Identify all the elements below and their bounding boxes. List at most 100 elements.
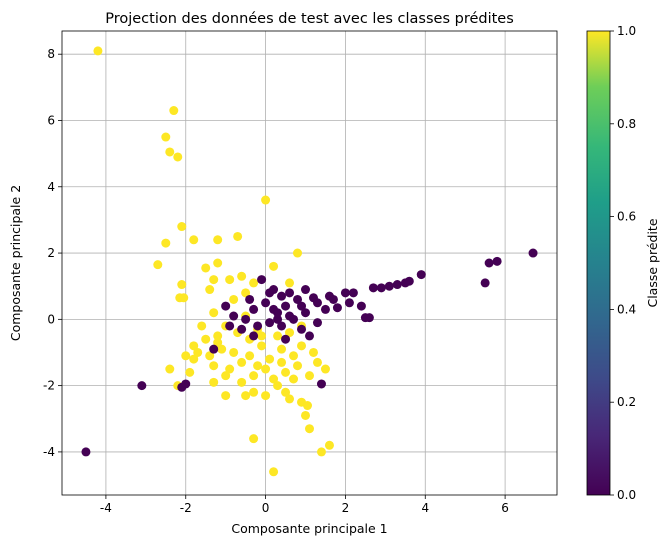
- data-point-class-1: [281, 387, 291, 397]
- data-point-class-1: [209, 361, 219, 371]
- data-point-class-1: [289, 351, 299, 361]
- data-point-class-1: [273, 381, 283, 391]
- data-point-class-0: [297, 301, 307, 311]
- data-point-class-0: [181, 379, 191, 389]
- data-point-class-0: [480, 278, 490, 288]
- data-point-class-1: [213, 331, 223, 341]
- y-tick-label: 8: [47, 47, 55, 61]
- data-point-class-1: [165, 147, 175, 157]
- data-point-class-1: [285, 278, 295, 288]
- data-point-class-1: [237, 357, 247, 367]
- data-point-class-1: [265, 354, 275, 364]
- data-point-class-1: [245, 351, 255, 361]
- colorbar-tick-label: 1.0: [617, 24, 636, 38]
- data-point-class-0: [237, 324, 247, 334]
- data-point-class-1: [308, 347, 318, 357]
- data-point-class-0: [257, 275, 267, 285]
- data-point-class-1: [161, 238, 171, 248]
- data-point-class-1: [93, 46, 103, 56]
- y-tick-label: -4: [43, 445, 55, 459]
- data-point-class-1: [225, 364, 235, 374]
- data-point-class-1: [161, 132, 171, 142]
- data-point-class-0: [332, 303, 342, 313]
- data-point-class-1: [289, 374, 299, 384]
- data-point-class-1: [297, 341, 307, 351]
- data-point-class-0: [261, 298, 271, 308]
- data-point-class-0: [285, 288, 295, 298]
- data-point-class-1: [229, 294, 239, 304]
- x-tick-label: -2: [180, 501, 192, 515]
- x-tick-label: 2: [342, 501, 350, 515]
- data-point-class-0: [265, 318, 275, 328]
- data-point-class-0: [225, 321, 235, 331]
- chart-title: Projection des données de test avec les …: [105, 11, 514, 27]
- data-point-class-1: [153, 260, 163, 270]
- data-point-class-0: [492, 256, 502, 266]
- data-point-class-1: [213, 235, 223, 245]
- data-point-class-1: [241, 288, 251, 298]
- data-point-class-1: [225, 275, 235, 285]
- data-point-class-1: [261, 195, 271, 205]
- data-point-class-0: [528, 248, 538, 258]
- data-point-class-1: [324, 440, 334, 450]
- data-point-class-1: [165, 364, 175, 374]
- data-point-class-0: [344, 298, 354, 308]
- data-point-class-0: [316, 379, 326, 389]
- data-point-class-1: [193, 347, 203, 357]
- plot-frame: [61, 30, 558, 496]
- data-point-class-1: [189, 235, 199, 245]
- data-point-class-0: [221, 301, 231, 311]
- data-point-class-0: [312, 298, 322, 308]
- data-point-class-1: [273, 331, 283, 341]
- y-tick-label: 0: [47, 312, 55, 326]
- data-point-class-1: [249, 434, 259, 444]
- data-point-class-1: [293, 361, 303, 371]
- data-point-class-1: [261, 391, 271, 401]
- data-point-class-0: [249, 331, 259, 341]
- data-point-class-0: [293, 294, 303, 304]
- data-point-class-1: [312, 357, 322, 367]
- data-point-class-1: [269, 261, 279, 271]
- data-point-class-0: [277, 321, 287, 331]
- data-point-class-0: [484, 258, 494, 268]
- data-point-class-1: [201, 334, 211, 344]
- data-point-class-1: [209, 377, 219, 387]
- data-point-class-0: [209, 344, 219, 354]
- data-point-class-1: [305, 371, 314, 381]
- data-point-class-0: [392, 280, 402, 290]
- data-point-class-1: [249, 278, 259, 288]
- data-point-class-0: [356, 301, 366, 311]
- y-tick-label: 6: [47, 113, 55, 127]
- data-point-class-1: [185, 367, 195, 377]
- data-point-class-1: [233, 231, 243, 241]
- x-tick-label: 6: [501, 501, 509, 515]
- data-point-class-0: [348, 288, 358, 298]
- data-point-class-1: [303, 401, 313, 411]
- data-point-class-1: [269, 374, 279, 384]
- data-point-class-1: [249, 371, 259, 381]
- data-point-class-1: [316, 447, 326, 457]
- data-point-class-0: [364, 313, 374, 323]
- data-point-class-0: [273, 308, 283, 318]
- data-point-class-1: [277, 344, 287, 354]
- data-point-class-0: [277, 291, 287, 301]
- data-point-class-1: [213, 258, 223, 268]
- colorbar-tick-label: 0.4: [617, 302, 636, 316]
- data-point-class-0: [404, 276, 414, 286]
- data-point-class-1: [229, 347, 239, 357]
- data-point-class-1: [241, 391, 251, 401]
- data-point-class-1: [221, 391, 231, 401]
- data-point-class-0: [289, 314, 299, 324]
- colorbar-ticks: 0.0 0.2 0.4 0.6 0.8 1.0: [610, 24, 636, 502]
- colorbar-label: Classe prédite: [645, 218, 660, 307]
- data-point-class-1: [177, 222, 187, 232]
- data-point-class-1: [249, 387, 259, 397]
- data-point-class-1: [253, 361, 263, 371]
- data-point-class-0: [281, 301, 291, 311]
- data-point-class-0: [253, 321, 263, 331]
- data-point-class-1: [181, 351, 191, 361]
- data-point-class-0: [384, 281, 394, 291]
- y-tick-label: 4: [47, 180, 55, 194]
- colorbar-tick-label: 0.8: [617, 117, 636, 131]
- data-point-class-1: [237, 377, 247, 387]
